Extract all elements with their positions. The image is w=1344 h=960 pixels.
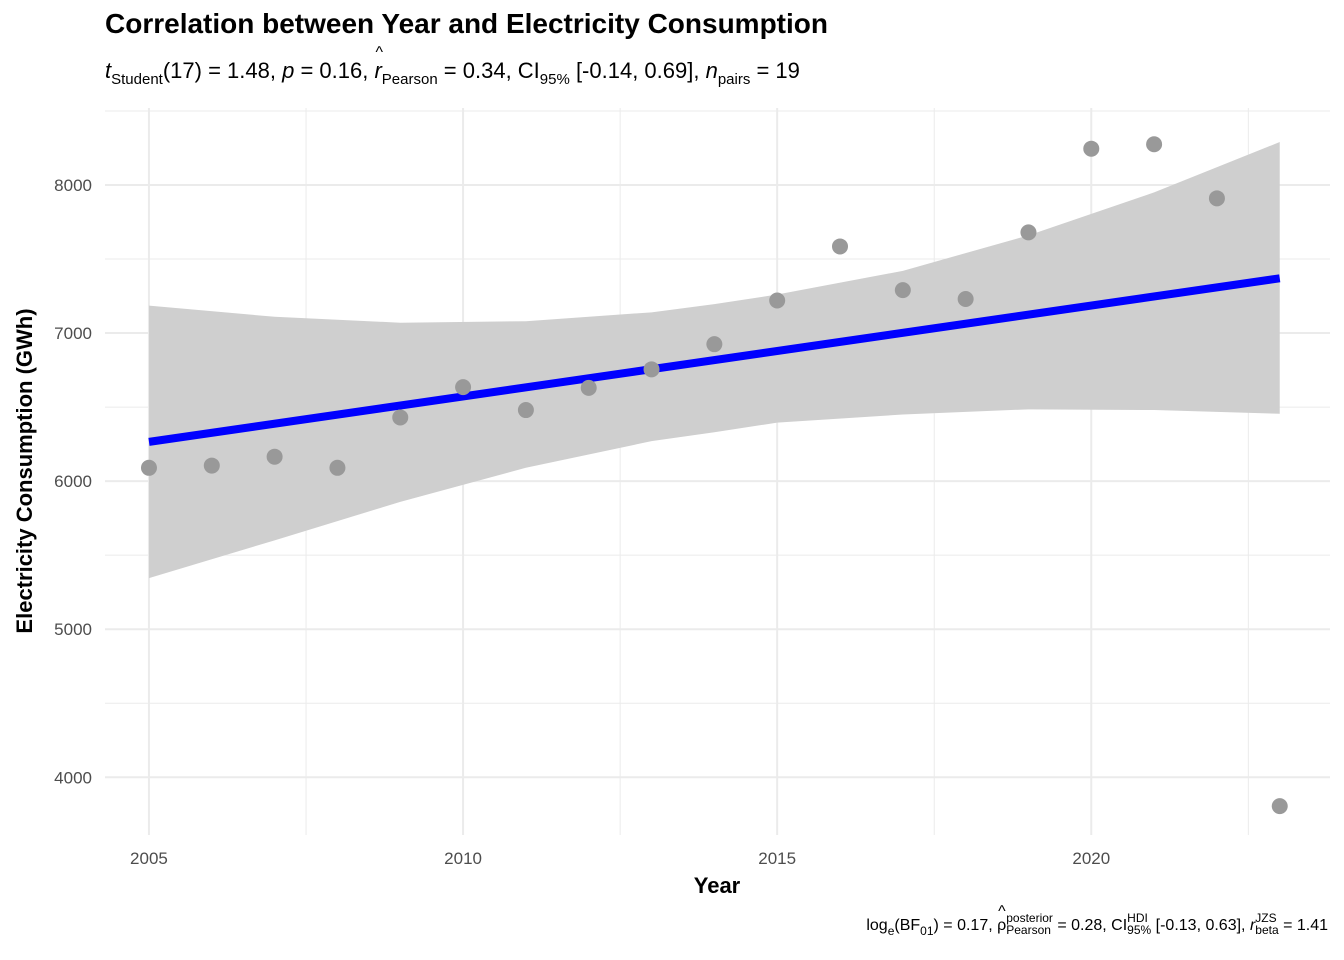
data-point <box>1208 190 1225 207</box>
x-tick-label: 2010 <box>444 849 482 868</box>
bf-open: (BF <box>894 917 921 935</box>
data-point <box>1271 798 1288 815</box>
r-scripts: JZS beta <box>1255 912 1278 936</box>
r-beta-symbol: r <box>1249 917 1256 935</box>
y-axis-ticks: 4000 5000 6000 7000 8000 <box>54 176 92 787</box>
ci-scripts: HDI 95% <box>1127 912 1151 936</box>
data-point <box>957 291 974 308</box>
rho-scripts: posterior Pearson <box>1006 912 1053 936</box>
data-point <box>203 457 220 474</box>
ci-value-caption: [-0.13, 0.63], <box>1151 917 1250 935</box>
n-value: = 19 <box>750 58 800 83</box>
x-axis-ticks: 2005 2010 2015 2020 <box>130 849 1110 868</box>
r-subscript: Pearson <box>381 71 438 88</box>
data-point <box>517 402 534 419</box>
bf-subscript: 01 <box>920 924 934 939</box>
data-point <box>455 379 472 396</box>
data-point <box>329 459 346 476</box>
x-tick-label: 2020 <box>1072 849 1110 868</box>
ci-subscript-caption: 95% <box>1127 923 1152 937</box>
chart-title: Correlation between Year and Electricity… <box>105 8 828 39</box>
y-tick-label: 6000 <box>54 472 92 491</box>
data-point <box>140 459 157 476</box>
bf-value: ) = 0.17, <box>933 917 998 935</box>
data-point <box>1146 136 1163 153</box>
p-value: = 0.16, <box>294 58 375 83</box>
ci-value: [-0.14, 0.69], <box>569 58 706 83</box>
n-subscript: pairs <box>717 71 751 88</box>
t-value: (17) = 1.48, <box>162 58 283 83</box>
ci-superscript: HDI <box>1127 911 1148 925</box>
rho-symbol: ρ <box>997 903 1006 935</box>
log-subscript: e <box>887 924 895 939</box>
data-point <box>266 448 283 465</box>
rho-subscript: Pearson <box>1006 923 1051 937</box>
y-tick-label: 7000 <box>54 324 92 343</box>
data-point <box>769 292 786 309</box>
data-point <box>643 361 660 378</box>
r-value-caption: = 1.41 <box>1278 917 1328 935</box>
y-tick-label: 5000 <box>54 620 92 639</box>
rho-superscript: posterior <box>1006 911 1053 925</box>
data-point <box>1083 140 1100 157</box>
t-subscript: Student <box>111 71 163 88</box>
y-tick-label: 4000 <box>54 768 92 787</box>
r-value: = 0.34, CI <box>437 58 540 83</box>
r-subscript-caption: beta <box>1255 923 1279 937</box>
regression-line <box>148 274 1281 446</box>
data-point <box>894 282 911 299</box>
r-superscript: JZS <box>1255 911 1277 925</box>
t-symbol: t <box>105 58 112 83</box>
x-tick-label: 2005 <box>130 849 168 868</box>
data-point <box>832 238 848 255</box>
ci-subscript: 95% <box>539 71 570 88</box>
x-axis-title: Year <box>694 873 741 898</box>
y-axis-title: Electricity Consumption (GWh) <box>12 308 37 633</box>
n-symbol: n <box>705 58 718 83</box>
log-text: log <box>866 917 888 935</box>
data-point <box>392 409 409 426</box>
data-point <box>1020 224 1037 241</box>
x-tick-label: 2015 <box>758 849 796 868</box>
chart-subtitle: tStudent(17) = 1.48, p = 0.16, rPearson … <box>105 44 800 88</box>
r-hat-symbol: r <box>374 44 383 84</box>
rho-value: = 0.28, CI <box>1052 917 1128 935</box>
data-point <box>580 379 597 396</box>
data-point <box>706 336 723 353</box>
data-points <box>140 136 1288 815</box>
y-tick-label: 8000 <box>54 176 92 195</box>
p-symbol: p <box>282 58 295 83</box>
